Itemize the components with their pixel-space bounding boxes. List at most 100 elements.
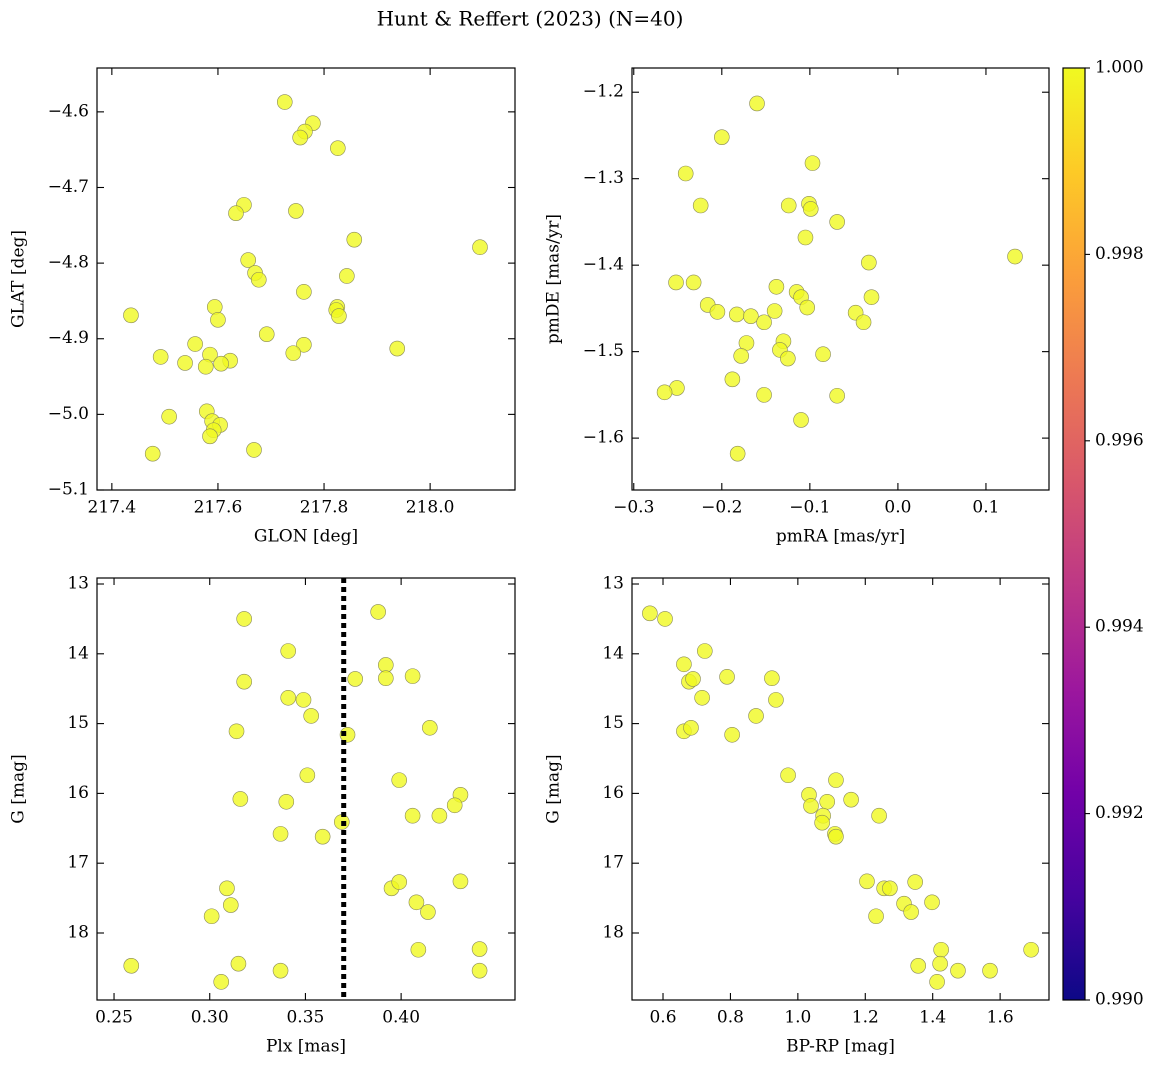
y-axis-label: G [mag]: [544, 754, 564, 823]
x-tick-label: 217.8: [300, 498, 349, 518]
point: [258, 326, 275, 343]
y-tick-label: 15: [602, 713, 624, 733]
point: [276, 94, 293, 110]
point: [1007, 248, 1023, 265]
x-tick-label: 1.0: [784, 1008, 811, 1028]
point: [246, 442, 262, 458]
point: [197, 358, 214, 375]
point: [709, 304, 726, 320]
point: [314, 828, 331, 845]
point: [829, 387, 845, 404]
colorbar-tick-label: 0.990: [1095, 990, 1144, 1010]
point: [903, 904, 919, 920]
point: [932, 955, 948, 972]
y-tick-label: 18: [602, 922, 624, 942]
point: [828, 772, 844, 788]
colorbar-tick-label: 0.998: [1095, 244, 1144, 264]
point: [697, 643, 713, 659]
point: [780, 767, 796, 784]
y-tick-label: 17: [602, 853, 624, 873]
point: [285, 345, 302, 361]
point: [859, 873, 875, 890]
x-tick-label: 218.0: [406, 498, 455, 518]
point: [250, 271, 267, 288]
point: [802, 201, 819, 217]
point: [1023, 941, 1039, 958]
point: [378, 670, 394, 687]
point: [420, 904, 436, 920]
x-axis-label: GLON [deg]: [254, 527, 358, 547]
y-tick-label: 16: [67, 783, 89, 803]
x-tick-label: −0.3: [613, 498, 654, 518]
y-tick-label: −1.5: [583, 341, 624, 361]
x-axis-label: Plx [mas]: [266, 1037, 346, 1057]
point: [714, 129, 730, 145]
x-tick-label: −0.1: [789, 498, 830, 518]
point: [202, 428, 218, 445]
y-tick-label: −1.3: [583, 168, 624, 188]
point: [871, 807, 887, 824]
point: [236, 673, 252, 690]
point: [719, 669, 735, 685]
point: [861, 254, 877, 271]
point: [793, 412, 809, 428]
point: [656, 384, 673, 401]
x-tick-label: 0.1: [972, 498, 999, 518]
point: [756, 314, 772, 331]
colorbar: [1062, 67, 1086, 1001]
y-tick-label: −5.1: [48, 480, 89, 500]
point: [330, 140, 346, 156]
point: [347, 671, 363, 687]
point: [863, 289, 880, 305]
x-tick-label: 0.35: [286, 1008, 324, 1028]
point: [123, 307, 139, 324]
point: [404, 807, 421, 824]
point: [161, 408, 177, 425]
point: [950, 962, 966, 979]
point: [677, 165, 694, 182]
point: [295, 692, 312, 708]
point: [642, 605, 658, 622]
point: [829, 214, 845, 230]
x-tick-label: 1.4: [919, 1008, 946, 1028]
y-tick-label: 15: [67, 713, 89, 733]
point: [391, 772, 408, 788]
point: [152, 349, 169, 365]
point: [756, 387, 772, 403]
point: [272, 962, 289, 979]
point: [299, 767, 316, 784]
point: [982, 962, 998, 979]
point: [378, 657, 394, 673]
y-tick-label: 14: [67, 643, 89, 663]
point: [692, 197, 709, 214]
figure-title: Hunt & Reffert (2023) (N=40): [377, 7, 684, 31]
point: [685, 274, 702, 291]
point: [187, 336, 203, 352]
point: [210, 312, 226, 328]
point: [144, 445, 161, 462]
point: [797, 229, 814, 246]
point: [123, 957, 140, 974]
point: [288, 203, 304, 219]
point: [729, 445, 746, 462]
point: [780, 197, 797, 214]
y-tick-label: −1.4: [583, 255, 624, 275]
point: [228, 205, 244, 222]
axes-frame: [631, 577, 1050, 1001]
point: [933, 941, 949, 958]
point: [228, 723, 245, 740]
y-tick-label: −1.2: [583, 82, 624, 102]
point: [724, 726, 740, 743]
point: [452, 873, 469, 890]
axes-frame: [96, 67, 516, 491]
point: [292, 129, 308, 146]
point: [404, 668, 421, 684]
point: [657, 611, 673, 627]
point: [819, 793, 835, 810]
point: [278, 793, 295, 810]
point: [303, 708, 319, 724]
point: [907, 874, 923, 890]
point: [910, 957, 927, 974]
point: [471, 962, 488, 979]
x-axis-label: pmRA [mas/yr]: [776, 527, 905, 547]
